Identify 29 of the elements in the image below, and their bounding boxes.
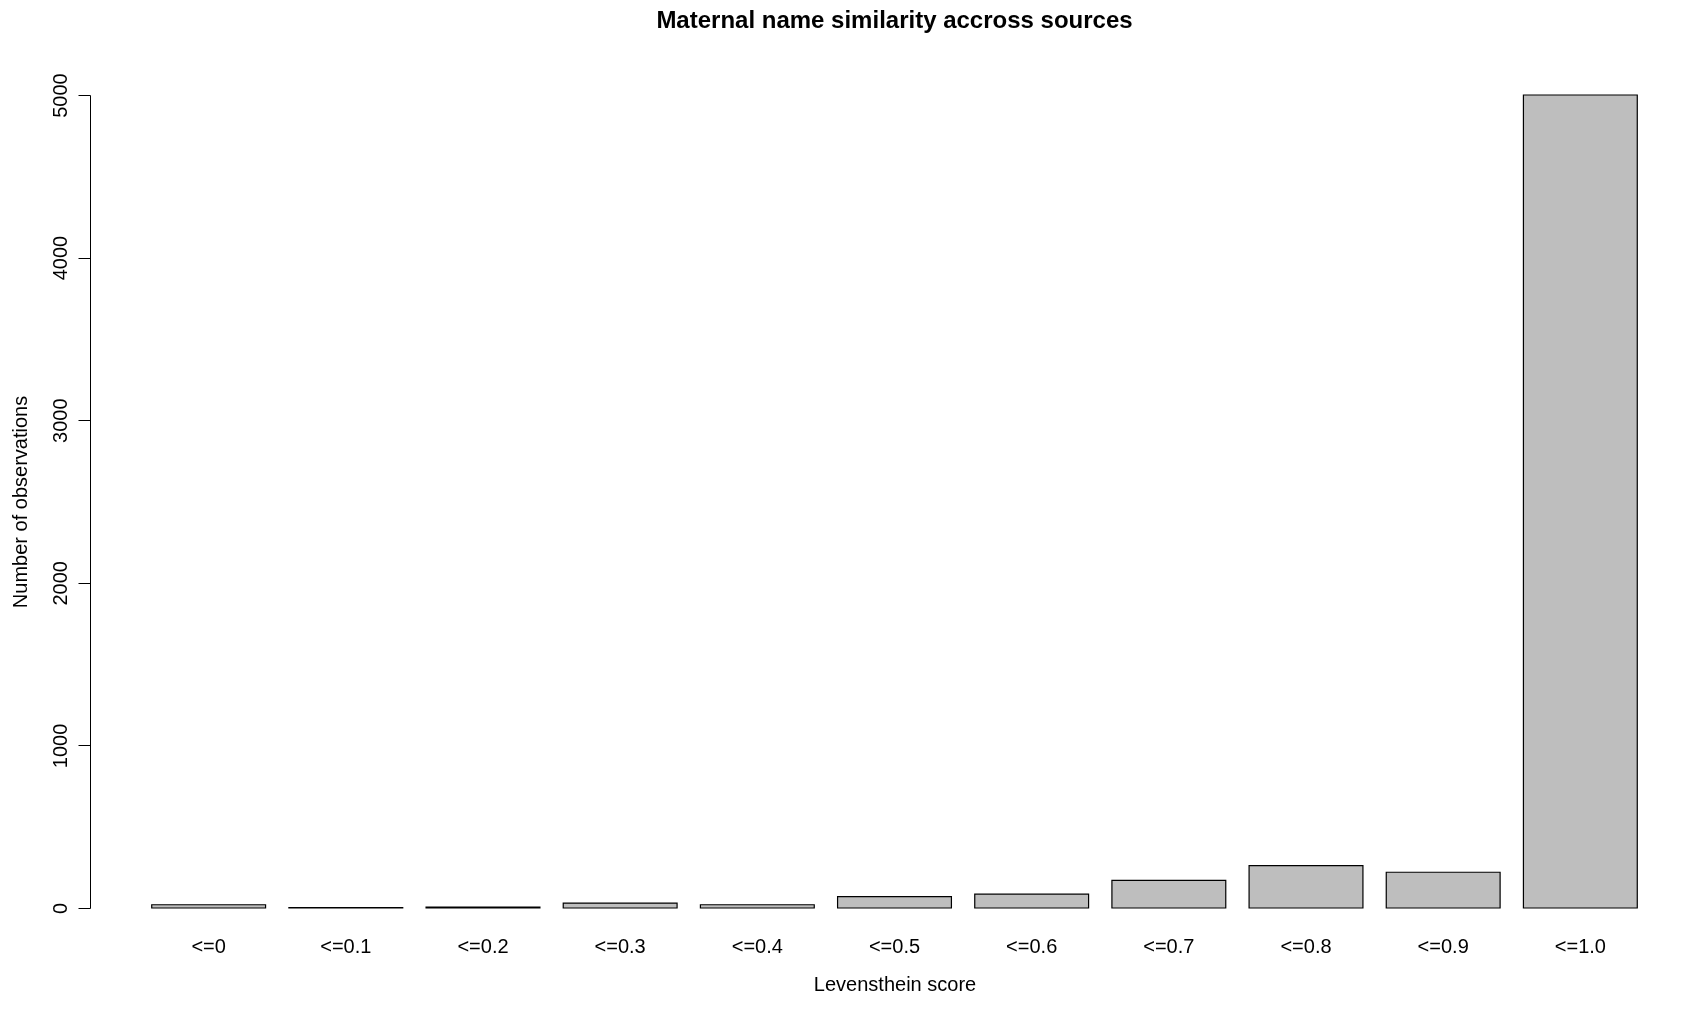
x-tick-label: <=0.1 bbox=[320, 934, 372, 957]
y-tick-label: 1000 bbox=[48, 723, 71, 769]
bar bbox=[1385, 871, 1501, 909]
bar bbox=[1522, 94, 1638, 909]
x-axis-title: Levensthein score bbox=[813, 972, 977, 995]
bar bbox=[974, 893, 1090, 909]
bar bbox=[1111, 879, 1227, 909]
bar bbox=[562, 902, 678, 909]
y-tick-label: 3000 bbox=[48, 398, 71, 443]
x-tick-label: <=0.5 bbox=[868, 934, 921, 957]
x-tick-label: <=0.9 bbox=[1417, 934, 1469, 957]
y-tick-label: 4000 bbox=[48, 235, 71, 281]
x-tick-label: <=0.2 bbox=[457, 934, 509, 957]
bar bbox=[836, 896, 953, 909]
x-tick-label: <=1.0 bbox=[1554, 934, 1606, 957]
y-tick-label: 5000 bbox=[48, 73, 71, 118]
y-axis-title: Number of observations bbox=[8, 395, 31, 609]
x-tick-label: <=0.8 bbox=[1280, 934, 1332, 957]
bar bbox=[699, 904, 815, 909]
x-tick-label: <=0 bbox=[191, 934, 226, 957]
x-tick-label: <=0.4 bbox=[731, 934, 783, 957]
bar bbox=[151, 904, 267, 909]
y-tick-label: 2000 bbox=[48, 561, 71, 606]
x-tick-label: <=0.6 bbox=[1006, 934, 1058, 957]
chart-title: Maternal name similarity accross sources bbox=[656, 5, 1133, 33]
x-tick-label: <=0.3 bbox=[594, 934, 646, 957]
x-tick-label: <=0.7 bbox=[1143, 934, 1195, 957]
y-tick-label: 0 bbox=[48, 902, 71, 915]
bar bbox=[1248, 865, 1364, 909]
